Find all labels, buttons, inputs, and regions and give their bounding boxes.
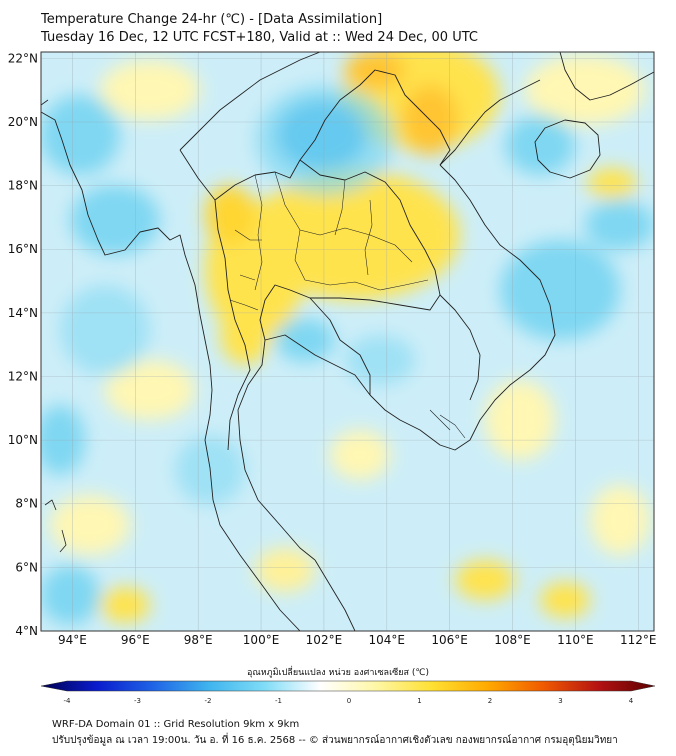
longitude-labels: 94°E 96°E 98°E 100°E 102°E 104°E 106°E 108°E 110… [58,633,657,647]
footer-credit: ปรับปรุงข้อมูล ณ เวลา 19:00น. วัน อ. ที่… [52,735,618,746]
latitude-labels: 22°N 20°N 18°N 16°N 14°N 12°N 10°N 8°N 6°N 4°N [8,51,38,638]
colorbar-tick-label: -1 [275,697,282,705]
andaman-islands [41,99,67,553]
coastline-myanmar [41,111,214,501]
cool-area-bay [70,185,160,255]
coastline-cambodia [369,164,556,451]
cool-area-andaman [60,285,150,375]
warm-area-southeast [540,582,590,618]
lat-label: 20°N [8,115,38,129]
lat-label: 18°N [8,179,38,193]
colorbar-tick-label: -4 [64,697,72,705]
lon-label: 108°E [494,633,531,647]
footer-model-info: WRF-DA Domain 01 :: Grid Resolution 9km … [52,719,300,730]
lat-label: 8°N [15,497,38,511]
colorbar-tick-label: 2 [488,697,492,705]
lat-label: 14°N [8,306,38,320]
warm-area-south-thailand [220,305,270,365]
colorbar-bar [40,680,656,692]
colorbar-tick-label: 1 [417,697,421,705]
warm-area-gulf [255,548,315,592]
lon-label: 110°E [557,633,594,647]
cool-area-hainan [505,115,575,175]
border-laos [289,159,441,311]
light-warm-area-4 [50,495,130,555]
light-warm-area-3 [105,360,195,420]
warm-area-hainan-east [587,168,637,198]
colorbar-tick-label: 4 [629,697,634,705]
cool-area-gulf-thailand [275,318,335,362]
lat-label: 4°N [15,624,38,638]
borders [41,52,654,631]
lon-label: 94°E [58,633,87,647]
temperature-field [41,52,654,631]
coastline-vietnam-north [439,79,541,166]
province-lines [229,171,429,311]
coastline-malay [212,499,356,631]
light-warm-area-6 [485,380,555,460]
coastline-china [559,52,654,101]
lat-label: 12°N [8,369,38,383]
colorbar: -4 -3 -2 -1 0 1 2 3 4 [40,680,656,705]
colorbar-tick-label: -2 [205,697,212,705]
warm-area-south-sea [455,560,515,600]
cool-area-east-sea [500,240,620,340]
border-thai-north [214,159,301,341]
cool-area-east [585,200,654,250]
lon-label: 102°E [306,633,343,647]
mekong-delta [429,409,466,439]
light-warm-area-5 [590,485,650,555]
lat-label: 16°N [8,242,38,256]
border-cambodia [309,294,481,401]
lat-label: 22°N [8,51,38,65]
colorbar-title: อุณหภูมิเปลี่ยนแปลง หน่วย องศาเซลเซียส (… [246,668,430,678]
warm-area-west [205,185,255,245]
coastline-gulf-north [264,334,371,396]
border-laos-north [299,69,451,166]
lon-label: 106°E [431,633,468,647]
lon-label: 96°E [121,633,150,647]
lon-label: 112°E [620,633,657,647]
light-warm-area-7 [330,430,390,480]
lon-label: 100°E [243,633,280,647]
lon-label: 104°E [369,633,406,647]
colorbar-tick-label: 0 [347,697,351,705]
coastline-thai-peninsula [237,339,316,561]
colorbar-tick-label: -3 [134,697,141,705]
warm-area-sw [100,587,150,623]
cool-area-southwest [41,565,100,625]
map-frame [40,51,655,632]
map-title: Temperature Change 24-hr (℃) - [Data Ass… [41,12,383,27]
hot-area-border [345,52,405,90]
coastline-hainan [534,119,601,179]
light-warm-area-1 [100,60,200,120]
border-thai-myanmar [179,149,251,451]
cool-area-north [255,85,395,195]
colorbar-ticks: -4 -3 -2 -1 0 1 2 3 4 [64,697,634,705]
cool-area-cambodia [345,335,415,385]
map-subtitle: Tuesday 16 Dec, 12 UTC FCST+180, Valid a… [41,30,478,45]
colorbar-tick-label: 3 [558,697,562,705]
cool-area-myanmar [41,95,120,175]
lon-label: 98°E [184,633,213,647]
border-china [179,52,321,151]
lat-label: 6°N [15,560,38,574]
lat-label: 10°N [8,433,38,447]
light-warm-area-2 [525,55,645,125]
